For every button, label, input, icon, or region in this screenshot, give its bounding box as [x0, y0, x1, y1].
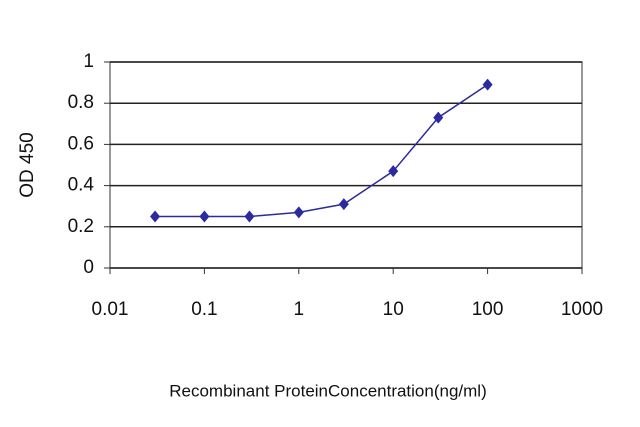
data-point	[482, 78, 493, 91]
data-point	[293, 206, 304, 219]
y-tick-label: 1	[83, 51, 94, 72]
data-point	[199, 210, 210, 223]
y-tick-label: 0.8	[68, 92, 94, 113]
x-tick-label: 1	[294, 299, 305, 320]
plot-area	[109, 61, 583, 269]
data-point	[388, 165, 399, 178]
series-line	[155, 84, 489, 218]
data-point	[338, 198, 349, 211]
x-tick-label: 100	[472, 299, 504, 320]
x-tick-label: 1000	[561, 299, 603, 320]
y-tick-label: 0	[83, 257, 94, 278]
x-tick-label: 10	[383, 299, 404, 320]
x-axis-label: Recombinant ProteinConcentration(ng/ml)	[169, 381, 487, 400]
data-point	[150, 210, 161, 223]
y-tick-label: 0.6	[68, 133, 94, 154]
x-tick-label: 0.1	[191, 299, 217, 320]
data-point	[244, 210, 255, 223]
y-tick-label: 0.4	[68, 175, 95, 196]
y-tick-label: 0.2	[68, 216, 94, 237]
data-point	[433, 111, 444, 124]
x-tick-label: 0.01	[92, 299, 129, 320]
y-axis-label: OD 450	[17, 132, 38, 197]
